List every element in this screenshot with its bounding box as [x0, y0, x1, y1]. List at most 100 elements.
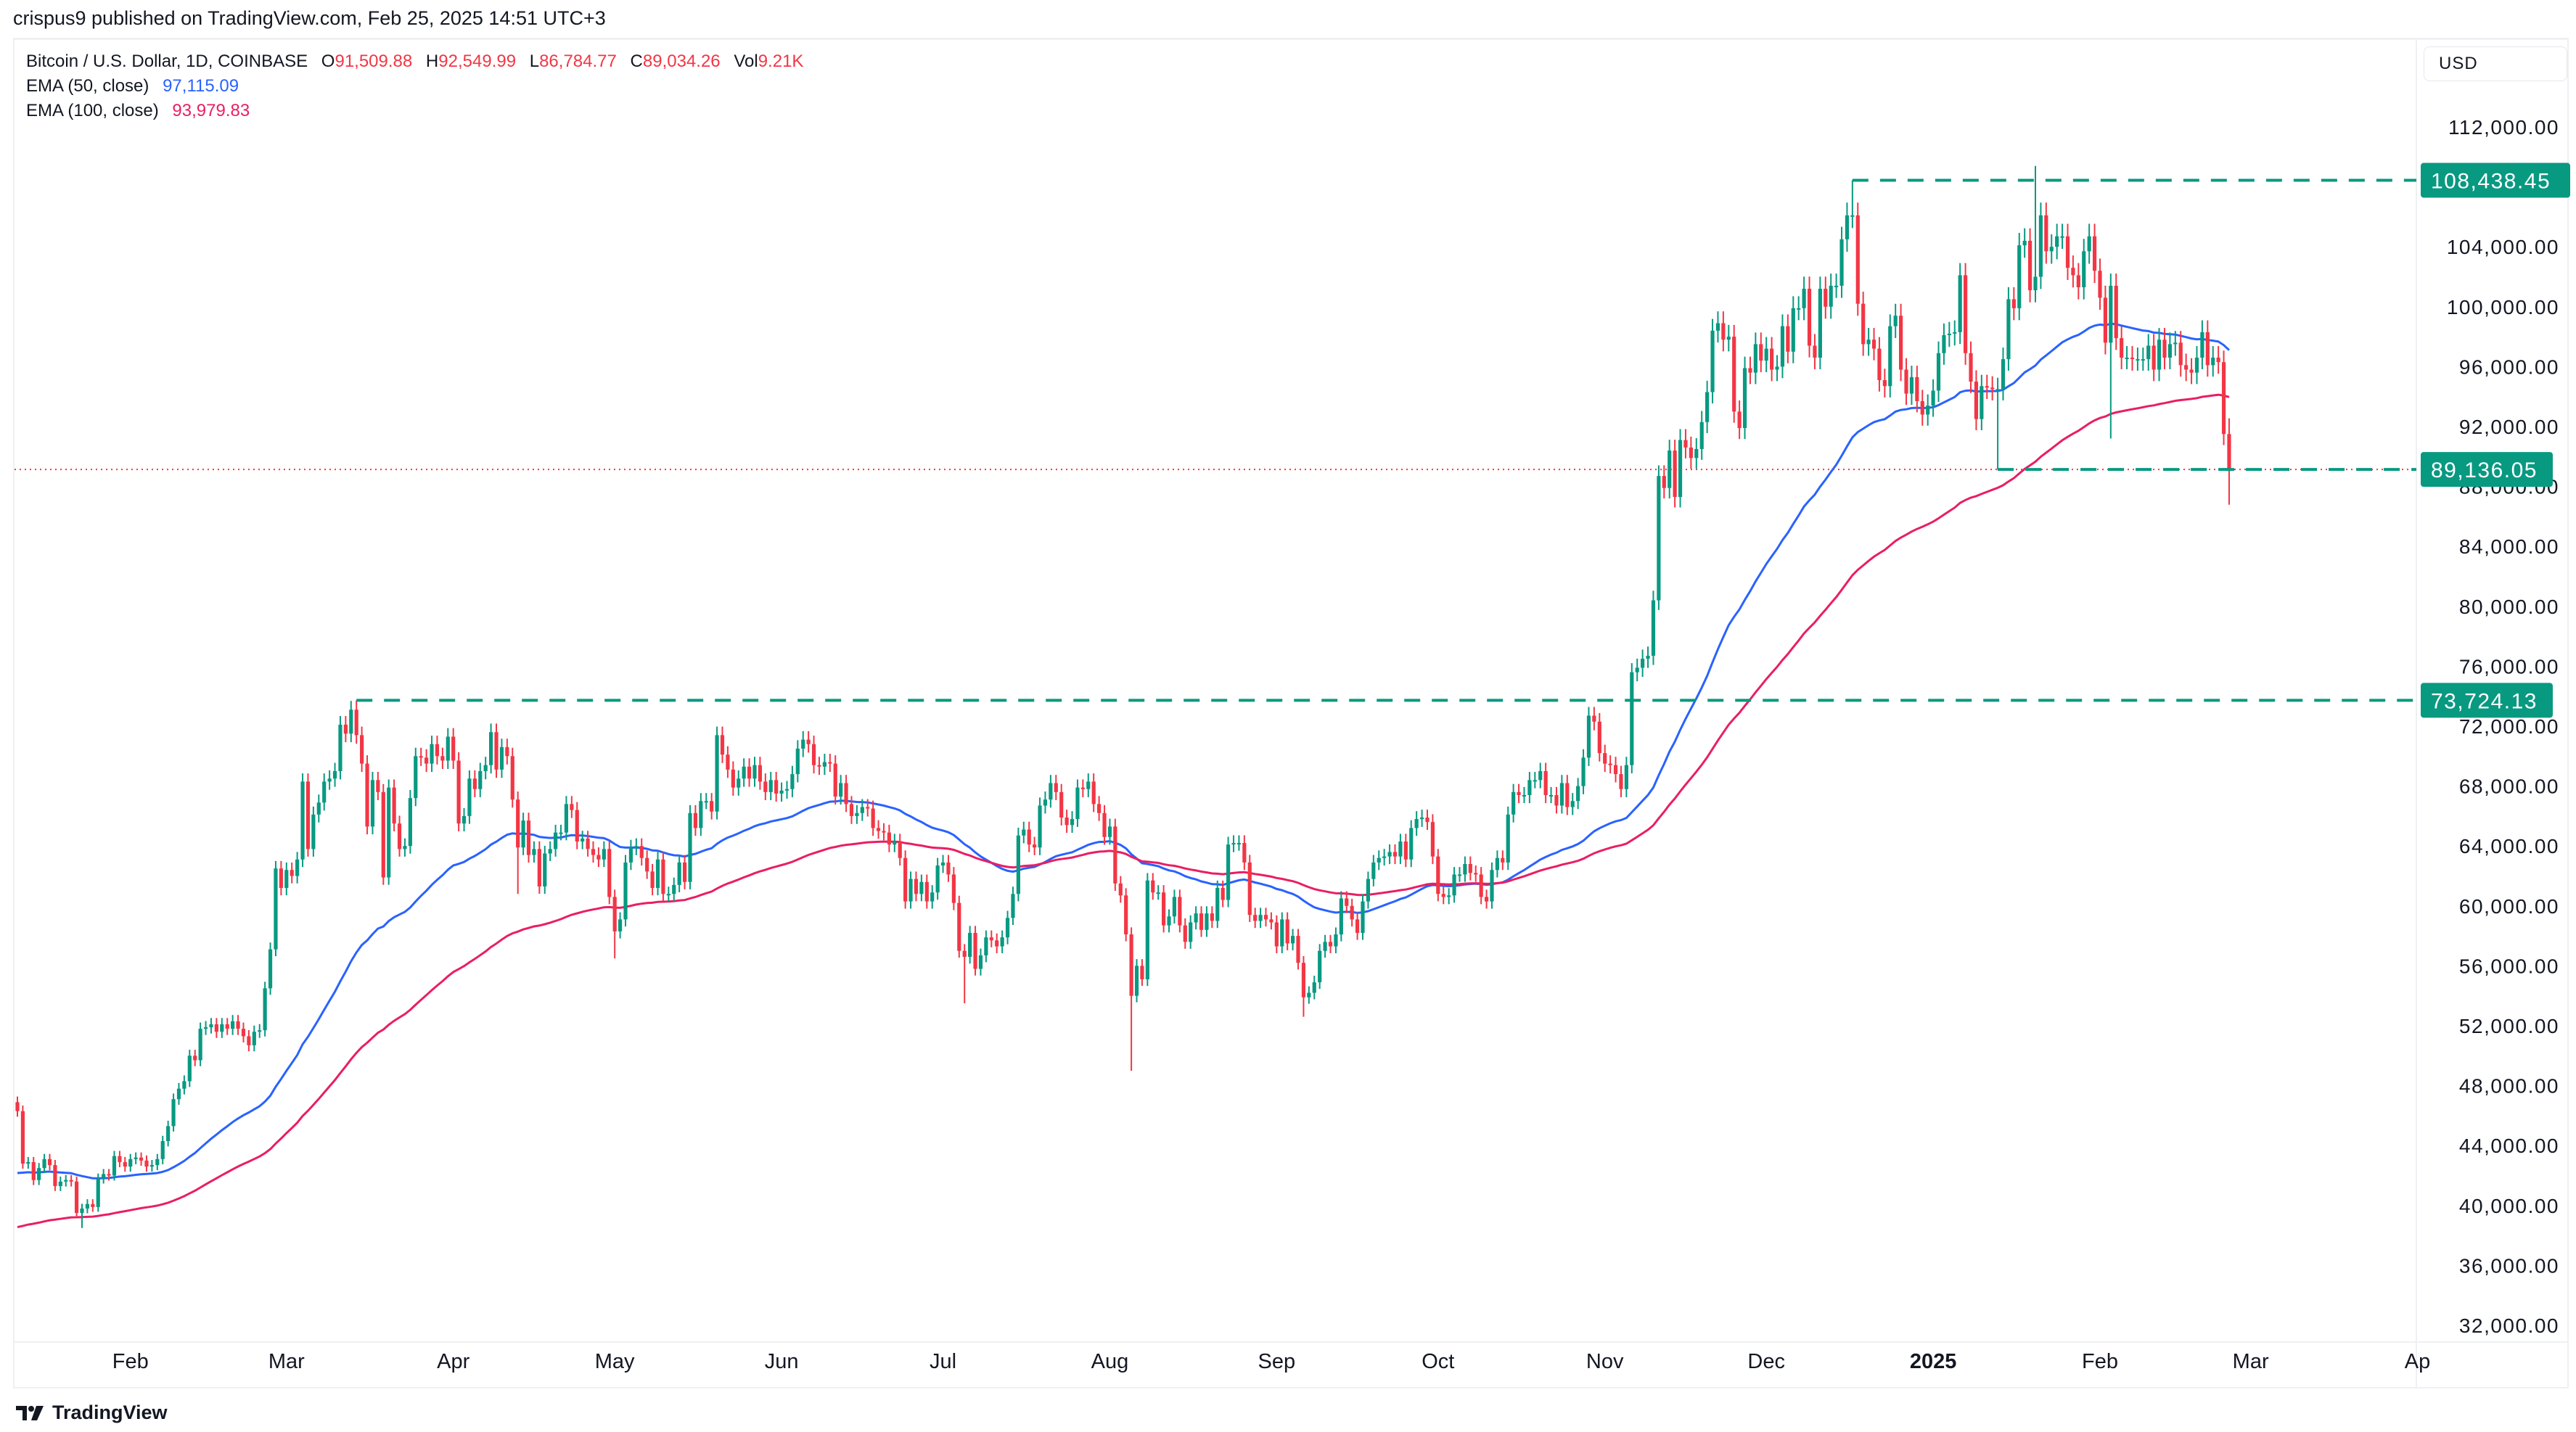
- candle: [2017, 232, 2022, 321]
- candle: [1710, 318, 1715, 404]
- candle: [1285, 912, 1289, 950]
- candle-body: [1980, 386, 1984, 419]
- candle: [876, 820, 881, 839]
- candle: [494, 723, 499, 778]
- candle-body: [1269, 919, 1273, 923]
- time-axis[interactable]: Feb Mar Apr May Jun Jul Aug Sep Oct Nov Dec 2025 Feb…: [112, 1350, 2431, 1373]
- candle: [2033, 165, 2038, 303]
- candle-body: [1075, 787, 1080, 820]
- candle: [591, 841, 596, 863]
- date-tick-label: Oct: [1422, 1350, 1454, 1373]
- candle: [2205, 320, 2210, 377]
- candle: [1721, 311, 1726, 352]
- candle-body: [661, 859, 665, 894]
- candle-body: [984, 937, 988, 955]
- candle: [602, 841, 606, 868]
- candle-body: [2152, 345, 2156, 370]
- candle-body: [31, 1161, 36, 1180]
- currency-selector[interactable]: USD: [2424, 46, 2567, 81]
- candles: [15, 165, 2231, 1228]
- candle-body: [1974, 382, 1979, 419]
- candle-body: [1554, 794, 1559, 806]
- legend-ema100-row[interactable]: EMA (100, close) 93,979.83: [26, 99, 803, 123]
- candle: [349, 701, 353, 743]
- candle-body: [1091, 781, 1096, 805]
- chart-legend: Bitcoin / U.S. Dollar, 1D, COINBASE O91,…: [26, 49, 803, 123]
- candle-body: [1533, 780, 1537, 782]
- price-axis[interactable]: 112,000.00 104,000.00 100,000.00 96,000.00 9…: [2447, 116, 2559, 1337]
- candle: [1463, 856, 1467, 882]
- candle: [521, 812, 525, 855]
- symbol-name[interactable]: Bitcoin / U.S. Dollar, 1D, COINBASE: [26, 52, 308, 71]
- candle-body: [1953, 332, 1957, 334]
- candle-body: [1802, 289, 1806, 308]
- candle: [2049, 234, 2054, 264]
- candle: [537, 841, 541, 894]
- candle: [1296, 929, 1300, 970]
- candle: [408, 790, 412, 854]
- candle: [2125, 346, 2129, 369]
- candle: [1543, 762, 1548, 804]
- candle: [365, 755, 369, 835]
- candle-body: [1829, 285, 1833, 307]
- candle: [290, 862, 294, 884]
- candle-body: [989, 937, 993, 941]
- candle: [58, 1176, 62, 1191]
- candle-body: [1242, 843, 1247, 863]
- price-tick-label: 44,000.00: [2459, 1135, 2559, 1157]
- candle: [1318, 944, 1322, 989]
- candle-body: [1813, 345, 1817, 358]
- candle-body: [1495, 857, 1499, 871]
- candle: [176, 1082, 181, 1105]
- candle: [677, 855, 681, 893]
- candle: [2189, 358, 2194, 384]
- candle-body: [526, 820, 531, 855]
- candle: [1414, 811, 1419, 836]
- candle: [343, 716, 348, 743]
- candle: [940, 855, 946, 873]
- candle-body: [1059, 791, 1064, 818]
- candle-body: [887, 832, 891, 845]
- candle-body: [1403, 841, 1408, 860]
- tradingview-logo[interactable]: TradingView: [16, 1402, 168, 1424]
- candle: [1452, 867, 1456, 903]
- candle: [1387, 844, 1392, 865]
- candle-body: [817, 765, 821, 767]
- candle: [1839, 226, 1844, 298]
- candle: [2082, 239, 2086, 300]
- candle: [1791, 296, 1795, 363]
- candle: [1377, 850, 1381, 871]
- candle-body: [1339, 898, 1343, 935]
- candle: [1673, 440, 1677, 508]
- legend-ema50-row[interactable]: EMA (50, close) 97,115.09: [26, 74, 803, 99]
- candle-body: [623, 862, 628, 920]
- candle-body: [20, 1111, 25, 1164]
- candle-body: [1387, 852, 1392, 857]
- candle: [612, 889, 617, 959]
- candle: [1398, 834, 1403, 865]
- candle-body: [2076, 275, 2080, 287]
- candle: [1570, 793, 1575, 815]
- candle-body: [2125, 358, 2129, 360]
- candle-body: [1247, 862, 1252, 915]
- candle-body: [634, 846, 639, 848]
- candle: [655, 852, 660, 896]
- open-label: O: [321, 52, 335, 71]
- candle: [1107, 818, 1112, 845]
- candle-body: [176, 1088, 181, 1100]
- candle: [387, 779, 391, 885]
- candle-body: [305, 781, 311, 849]
- candle: [1242, 835, 1247, 871]
- candle: [472, 770, 477, 797]
- candle: [1947, 321, 1951, 347]
- candle-body: [596, 855, 601, 860]
- candle: [1189, 915, 1193, 949]
- candle: [118, 1151, 122, 1168]
- badge-background: [2421, 162, 2570, 198]
- candle-body: [1392, 852, 1398, 857]
- candle-body: [365, 763, 369, 827]
- candle: [2103, 285, 2108, 355]
- candle-body: [1732, 337, 1736, 412]
- candle: [1226, 836, 1231, 908]
